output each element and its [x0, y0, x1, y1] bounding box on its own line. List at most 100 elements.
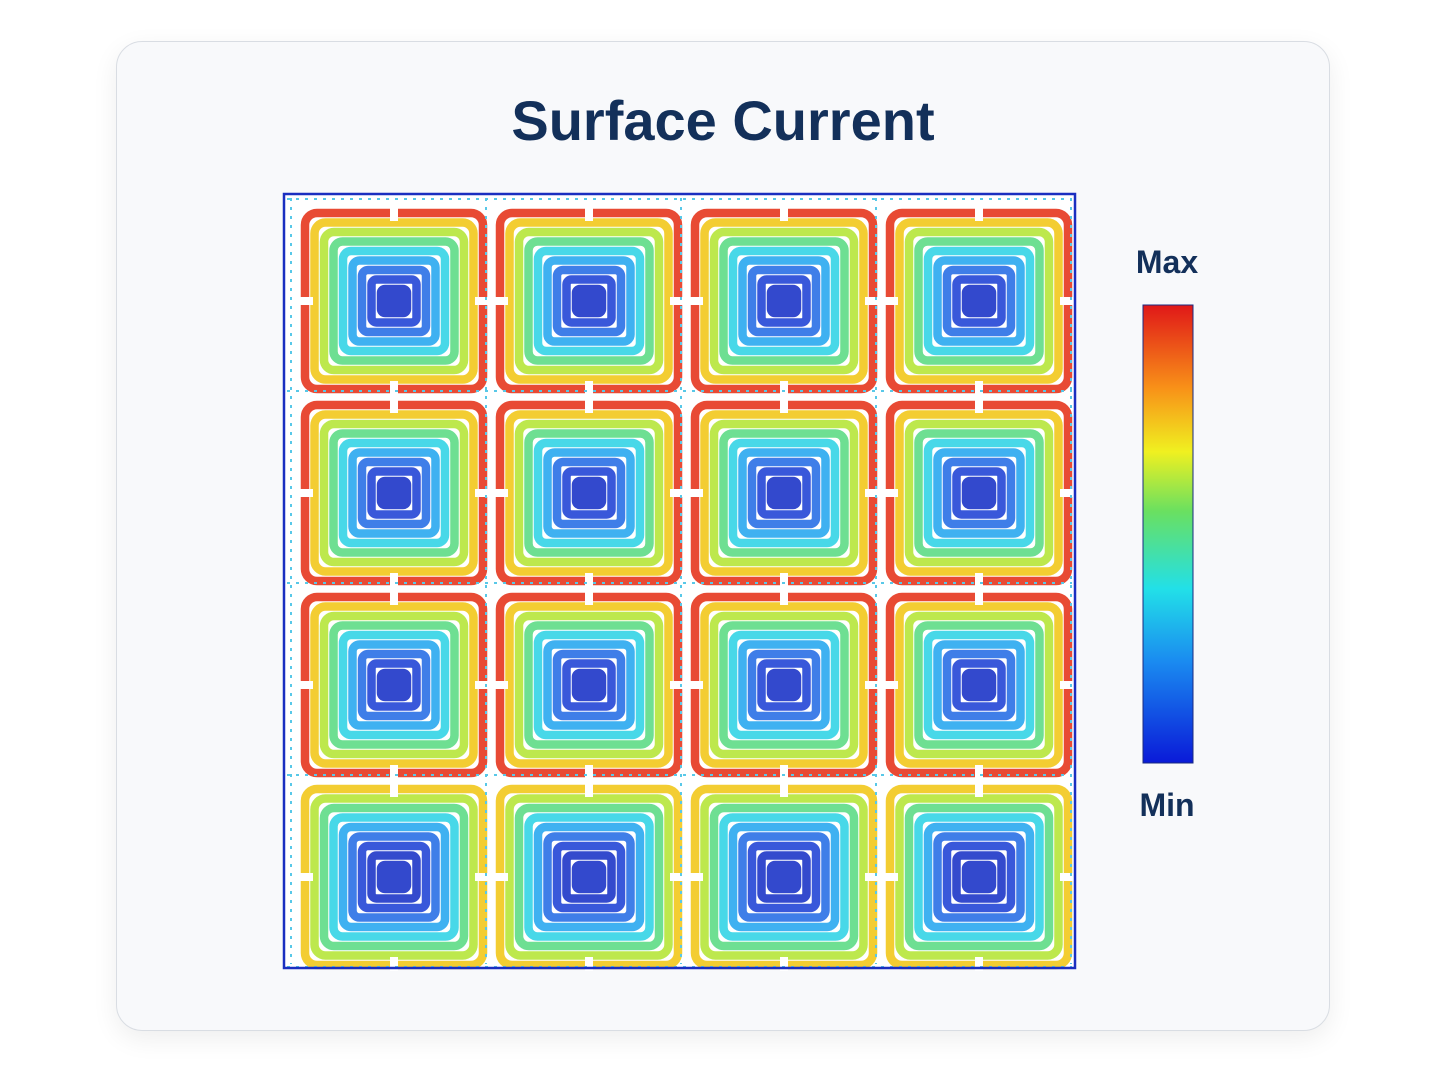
current-ring: [338, 438, 450, 548]
current-ring: [719, 621, 849, 749]
current-ring: [738, 448, 830, 538]
current-ring: [319, 803, 469, 951]
current-ring: [505, 218, 673, 384]
cell-gap: [689, 297, 703, 305]
current-ring: [562, 275, 616, 327]
current-ring: [923, 246, 1035, 356]
current-ring: [766, 476, 802, 510]
current-ring: [562, 659, 616, 711]
current-ring: [367, 275, 421, 327]
cell-gap: [1060, 489, 1074, 497]
current-ring: [728, 246, 840, 356]
current-ring: [348, 832, 440, 922]
current-ring: [357, 457, 431, 529]
cell-gap: [780, 381, 788, 395]
cell-gap: [975, 381, 983, 395]
cell-gap: [494, 873, 508, 881]
cell-gap: [865, 489, 879, 497]
cell-gap: [780, 957, 788, 971]
current-ring: [757, 851, 811, 903]
current-ring: [514, 611, 664, 759]
cell-gap: [585, 591, 593, 605]
cell-gap: [780, 783, 788, 797]
current-ring: [904, 419, 1054, 567]
current-ring: [952, 467, 1006, 519]
current-ring: [942, 265, 1016, 337]
current-ring: [728, 438, 840, 548]
cell-gap: [494, 489, 508, 497]
cell-gap: [1060, 873, 1074, 881]
current-ring: [329, 813, 459, 941]
cell-gap: [689, 873, 703, 881]
current-ring: [514, 803, 664, 951]
plot-frame: [282, 192, 1077, 970]
current-ring: [766, 668, 802, 702]
cell-gap: [299, 873, 313, 881]
current-ring: [923, 438, 1035, 548]
current-ring: [961, 860, 997, 894]
current-ring: [895, 794, 1063, 960]
current-ring: [914, 813, 1044, 941]
current-ring: [310, 794, 478, 960]
current-field: [285, 195, 1074, 971]
cell-gap: [585, 765, 593, 779]
current-ring: [700, 218, 868, 384]
current-ring: [904, 803, 1054, 951]
current-ring: [709, 803, 859, 951]
cell-gap: [780, 573, 788, 587]
cell-gap: [475, 489, 489, 497]
current-ring: [348, 640, 440, 730]
cell-gap: [1060, 681, 1074, 689]
current-ring: [747, 457, 821, 529]
cell-gap: [689, 489, 703, 497]
current-ring: [357, 841, 431, 913]
current-ring: [738, 832, 830, 922]
current-ring: [376, 668, 412, 702]
cell-gap: [585, 207, 593, 221]
current-ring: [552, 457, 626, 529]
cell-gap: [670, 681, 684, 689]
cell-gap: [494, 681, 508, 689]
current-ring: [505, 794, 673, 960]
current-ring: [543, 448, 635, 538]
current-ring: [700, 410, 868, 576]
cell-gap: [585, 381, 593, 395]
current-ring: [942, 841, 1016, 913]
cell-gap: [884, 297, 898, 305]
current-ring: [319, 227, 469, 375]
current-ring: [719, 429, 849, 557]
current-ring: [338, 246, 450, 356]
current-ring: [766, 284, 802, 318]
current-ring: [329, 237, 459, 365]
current-ring: [367, 467, 421, 519]
cell-gap: [780, 207, 788, 221]
cell-gap: [975, 573, 983, 587]
current-ring: [961, 668, 997, 702]
current-ring: [357, 265, 431, 337]
current-ring: [376, 476, 412, 510]
current-ring: [552, 265, 626, 337]
current-ring: [571, 668, 607, 702]
current-ring: [757, 275, 811, 327]
current-ring: [505, 410, 673, 576]
current-ring: [904, 227, 1054, 375]
cell-gap: [299, 681, 313, 689]
cell-gap: [975, 957, 983, 971]
cell-gap: [884, 489, 898, 497]
current-ring: [738, 256, 830, 346]
current-ring: [571, 476, 607, 510]
current-ring: [338, 822, 450, 932]
cell-gap: [884, 681, 898, 689]
current-ring: [933, 256, 1025, 346]
current-ring: [514, 227, 664, 375]
current-ring: [376, 860, 412, 894]
current-ring: [933, 448, 1025, 538]
cell-gap: [475, 297, 489, 305]
current-ring: [700, 794, 868, 960]
current-ring: [738, 640, 830, 730]
current-ring: [923, 822, 1035, 932]
cell-gap: [689, 681, 703, 689]
current-ring: [961, 476, 997, 510]
cell-gap: [585, 399, 593, 413]
current-ring: [367, 659, 421, 711]
